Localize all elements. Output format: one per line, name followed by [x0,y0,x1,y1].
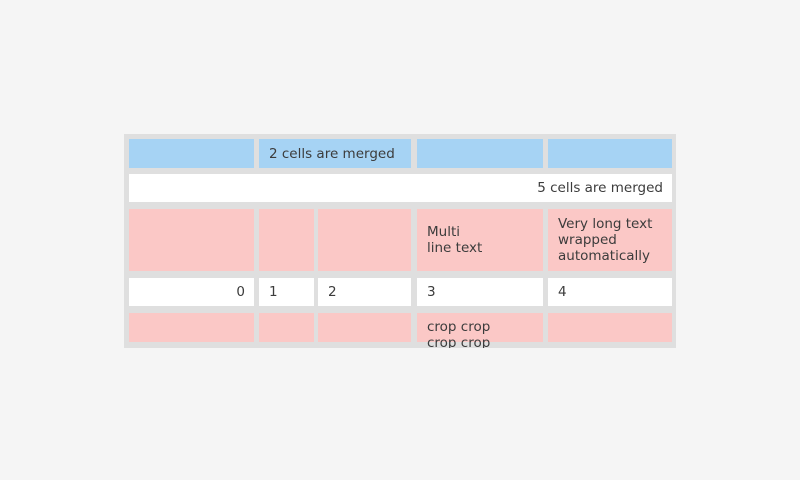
table-cell-r3c1[interactable] [129,209,254,271]
table-widget[interactable]: 2 cells are merged 5 cells are merged Mu… [124,134,676,348]
table-cell-r5c3[interactable] [318,313,411,342]
table-cell-r5c5[interactable] [548,313,672,342]
table-cell-r4c4[interactable]: 3 [417,278,543,306]
table-cell-r4c3[interactable]: 2 [318,278,411,306]
table-cell-r4c2[interactable]: 1 [259,278,314,306]
table-cell-r5c1[interactable] [129,313,254,342]
table-cell-r1c1[interactable] [129,139,254,168]
table-cell-r5c4-cropped[interactable]: crop crop crop crop [417,313,543,348]
table-cell-r3c5-wrapped[interactable]: Very long text wrapped automatically [548,209,672,271]
table-cell-r3c2[interactable] [259,209,314,271]
table-cell-r1c4[interactable] [417,139,543,168]
table-cell-r3c3[interactable] [318,209,411,271]
table-cell-r5c2[interactable] [259,313,314,342]
table-cell-r2-merged-5cols[interactable]: 5 cells are merged [129,174,672,202]
table-cell-r4c1[interactable]: 0 [129,278,254,306]
table-cell-r3c4-multiline[interactable]: Multi line text [417,209,543,271]
table-cell-r1c5[interactable] [548,139,672,168]
table-cell-r1-merged-2cols[interactable]: 2 cells are merged [259,139,411,168]
table-cell-r4c5[interactable]: 4 [548,278,672,306]
